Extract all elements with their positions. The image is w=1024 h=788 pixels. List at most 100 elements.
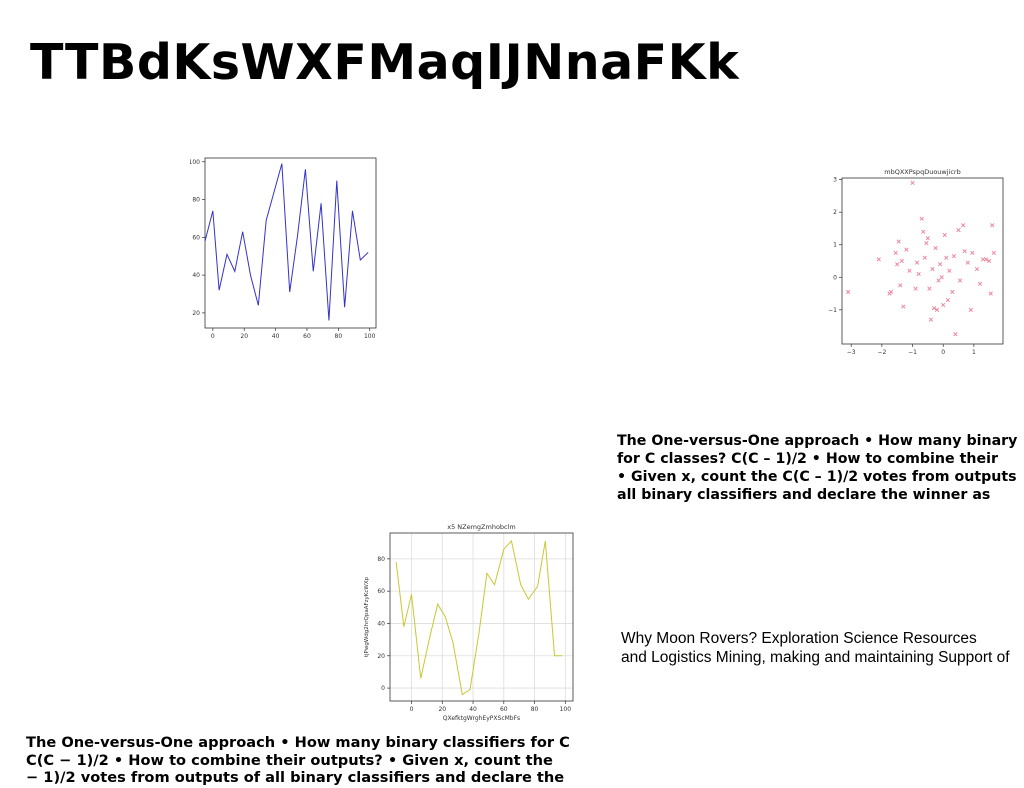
text-line: − 1)/2 votes from outputs of all binary … xyxy=(26,769,565,786)
scatter-point xyxy=(922,255,927,260)
x-tick-label: −2 xyxy=(877,349,886,354)
text-line: • Given x, count the C(C – 1)/2 votes fr… xyxy=(617,469,1017,485)
x-tick-label: 80 xyxy=(531,706,539,713)
y-axis-label: tjPwgWdg2hrQpaAFzyKcWXp xyxy=(364,576,370,657)
scatter-point xyxy=(936,278,941,283)
x-tick-label: 40 xyxy=(469,706,477,713)
scatter-point xyxy=(991,250,996,255)
x-tick-label: −1 xyxy=(908,349,917,354)
scatter-point xyxy=(980,257,986,262)
scatter-point xyxy=(928,317,934,322)
scatter-point xyxy=(956,227,961,233)
scatter-point xyxy=(930,267,935,272)
series-line xyxy=(395,540,563,696)
y-tick-label: 80 xyxy=(192,197,200,204)
scatter-chart: −3 −2 −1 0 1 −1 0 1 2 3 mbQXXPspqDuouwjicrb xyxy=(826,164,1014,354)
x-axis-label: QXefktgWrghEyPXScMbFs xyxy=(443,715,520,722)
body-text-one-vs-one-right: The One-versus-One approach • How many b… xyxy=(617,432,1024,504)
y-tick-label: 0 xyxy=(381,685,385,692)
scatter-point xyxy=(896,239,901,244)
scatter-point xyxy=(933,245,938,251)
scatter-point xyxy=(990,223,995,228)
text-line: The One-versus-One approach • How many b… xyxy=(26,734,570,751)
y-tick-label: −1 xyxy=(828,307,837,314)
text-line: for C classes? C(C – 1)/2 • How to combi… xyxy=(617,451,998,467)
scatter-point xyxy=(921,229,926,234)
y-tick-label: 3 xyxy=(833,177,837,184)
scatter-point xyxy=(957,278,963,283)
x-tick-label: 0 xyxy=(211,333,215,340)
scatter-point xyxy=(910,180,915,186)
series-line xyxy=(204,163,369,321)
scatter-point xyxy=(974,267,980,272)
x-tick-label: 40 xyxy=(272,333,280,340)
scatter-point xyxy=(977,281,983,286)
x-tick-label: −3 xyxy=(847,349,856,354)
text-line: all binary classifiers and declare the w… xyxy=(617,487,991,503)
body-text-moon-rovers: Why Moon Rovers? Exploration Science Res… xyxy=(621,630,1024,667)
scatter-point xyxy=(919,216,924,221)
scatter-point xyxy=(953,332,958,337)
y-tick-label: 100 xyxy=(190,159,200,166)
scatter-point xyxy=(898,283,903,288)
x-tick-label: 60 xyxy=(303,333,311,340)
scatter-point xyxy=(876,257,881,262)
scatter-point xyxy=(904,247,909,252)
x-tick-label: 80 xyxy=(335,333,343,340)
y-tick-label: 80 xyxy=(377,556,385,563)
scatter-point xyxy=(988,291,993,296)
scatter-point xyxy=(913,286,918,291)
x-tick-label: 20 xyxy=(240,333,248,340)
chart-title: x5 NZemgZmhobclm xyxy=(447,523,516,531)
y-tick-label: 20 xyxy=(192,310,200,317)
scatter-point xyxy=(924,240,929,246)
x-tick-label: 0 xyxy=(941,349,945,354)
y-tick-label: 60 xyxy=(377,588,385,595)
text-line: C(C − 1)/2 • How to combine their output… xyxy=(26,751,553,769)
scatter-point xyxy=(968,307,973,312)
scatter-point xyxy=(927,286,932,291)
body-text-one-vs-one-bottom: The One-versus-One approach • How many b… xyxy=(26,734,626,787)
y-tick-label: 2 xyxy=(833,209,837,216)
scatter-point xyxy=(916,271,921,277)
scatter-point xyxy=(984,257,989,262)
scatter-point xyxy=(987,258,992,264)
scatter-point xyxy=(888,289,894,295)
scatter-point xyxy=(934,307,940,312)
scatter-point xyxy=(951,253,957,259)
scatter-point xyxy=(962,249,967,254)
scatter-point xyxy=(907,268,912,273)
scatter-point xyxy=(941,302,946,308)
scatter-point xyxy=(939,275,944,280)
scatter-point xyxy=(938,262,943,267)
scatter-point xyxy=(893,250,898,255)
scatter-point xyxy=(846,289,851,295)
scatter-point xyxy=(945,297,950,303)
y-tick-label: 0 xyxy=(833,274,837,281)
x-tick-label: 60 xyxy=(500,706,508,713)
text-line: Why Moon Rovers? Exploration Science Res… xyxy=(621,630,977,647)
scatter-point xyxy=(950,289,955,295)
line-chart-blue: 0 20 40 60 80 100 20 40 60 80 100 xyxy=(190,150,390,350)
y-tick-label: 40 xyxy=(377,620,385,627)
chart-title: mbQXXPspqDuouwjicrb xyxy=(884,168,960,176)
y-tick-label: 60 xyxy=(192,234,200,241)
y-tick-label: 40 xyxy=(192,272,200,279)
scatter-point xyxy=(970,250,975,255)
y-tick-label: 1 xyxy=(833,242,837,249)
scatter-point xyxy=(895,262,900,267)
y-tick-label: 20 xyxy=(377,653,385,660)
scatter-point xyxy=(942,232,947,238)
scatter-point xyxy=(925,236,930,241)
plot-frame xyxy=(204,157,377,329)
scatter-point xyxy=(931,306,937,311)
x-tick-label: 100 xyxy=(364,333,376,340)
x-tick-label: 20 xyxy=(438,706,446,713)
slide-title: TTBdKsWXFMaqIJNnaFKk xyxy=(30,34,740,91)
scatter-point xyxy=(947,268,952,273)
scatter-point xyxy=(915,260,920,265)
scatter-point xyxy=(944,255,949,260)
line-chart-yellow: 0 20 40 60 80 100 0 20 40 60 80 x5 NZemgZmhobclm QXe… xyxy=(358,518,580,728)
x-tick-label: 1 xyxy=(972,349,976,354)
x-tick-label: 0 xyxy=(410,706,414,713)
